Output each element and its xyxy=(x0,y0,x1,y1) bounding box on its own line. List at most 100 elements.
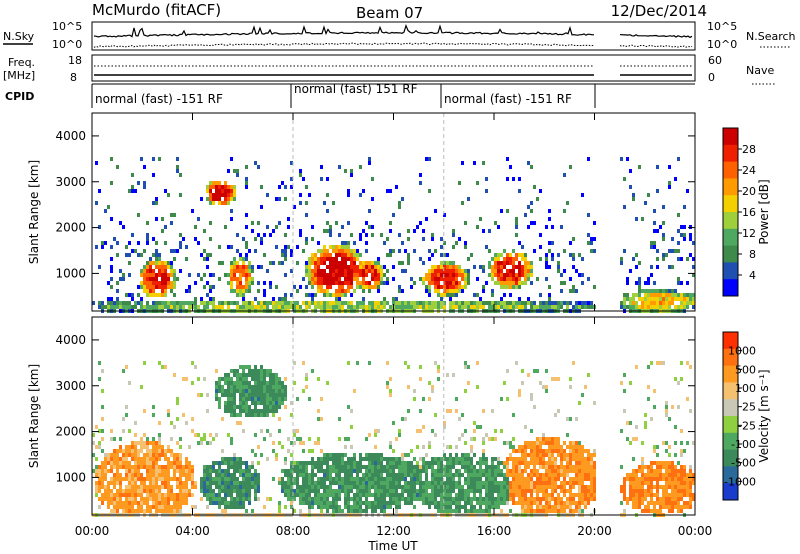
heatmap-cell xyxy=(359,261,362,265)
heatmap-cell xyxy=(215,193,218,197)
heatmap-cell xyxy=(158,305,161,309)
heatmap-cell xyxy=(203,437,206,441)
heatmap-cell xyxy=(539,509,542,513)
heatmap-cell xyxy=(452,293,455,297)
heatmap-cell xyxy=(395,481,398,485)
heatmap-cell xyxy=(584,305,587,309)
heatmap-cell xyxy=(233,373,236,377)
heatmap-cell xyxy=(332,257,335,261)
heatmap-cell xyxy=(449,453,452,457)
heatmap-cell xyxy=(281,181,284,185)
heatmap-cell xyxy=(539,301,542,305)
heatmap-cell xyxy=(158,257,161,261)
heatmap-cell xyxy=(281,445,284,449)
heatmap-cell xyxy=(209,477,212,481)
heatmap-cell xyxy=(224,485,227,489)
heatmap-cell xyxy=(644,465,647,469)
heatmap-cell xyxy=(683,505,686,509)
heatmap-cell xyxy=(518,393,521,397)
heatmap-cell xyxy=(209,221,212,225)
heatmap-cell xyxy=(530,397,533,401)
heatmap-cell xyxy=(335,501,338,505)
heatmap-cell xyxy=(668,297,671,301)
heatmap-cell xyxy=(131,453,134,457)
y-tick-label: 4000 xyxy=(55,129,86,143)
heatmap-cell xyxy=(656,465,659,469)
heatmap-cell xyxy=(266,413,269,417)
heatmap-cell xyxy=(314,265,317,269)
heatmap-cell xyxy=(242,497,245,501)
heatmap-cell xyxy=(203,481,206,485)
heatmap-cell xyxy=(353,481,356,485)
heatmap-cell xyxy=(407,461,410,465)
heatmap-cell xyxy=(164,477,167,481)
heatmap-cell xyxy=(215,393,218,397)
heatmap-cell xyxy=(653,493,656,497)
heatmap-cell xyxy=(224,489,227,493)
heatmap-cell xyxy=(113,509,116,513)
heatmap-cell xyxy=(245,381,248,385)
heatmap-cell xyxy=(677,493,680,497)
heatmap-cell xyxy=(563,477,566,481)
heatmap-cell xyxy=(494,477,497,481)
heatmap-cell xyxy=(632,193,635,197)
heatmap-cell xyxy=(236,377,239,381)
heatmap-cell xyxy=(542,485,545,489)
heatmap-cell xyxy=(341,485,344,489)
heatmap-cell xyxy=(518,461,521,465)
heatmap-cell xyxy=(260,453,263,457)
heatmap-cell xyxy=(473,505,476,509)
heatmap-cell xyxy=(197,217,200,221)
heatmap-cell xyxy=(569,449,572,453)
heatmap-cell xyxy=(578,481,581,485)
heatmap-cell xyxy=(104,305,107,309)
heatmap-cell xyxy=(680,485,683,489)
heatmap-cell xyxy=(518,297,521,301)
heatmap-cell xyxy=(134,421,137,425)
heatmap-cell xyxy=(410,449,413,453)
heatmap-cell xyxy=(173,285,176,289)
heatmap-cell xyxy=(359,165,362,169)
heatmap-cell xyxy=(206,301,209,305)
heatmap-cell xyxy=(689,505,692,509)
heatmap-cell xyxy=(452,281,455,285)
heatmap-cell xyxy=(173,505,176,509)
heatmap-cell xyxy=(680,233,683,237)
heatmap-cell xyxy=(392,481,395,485)
heatmap-cell xyxy=(389,189,392,193)
heatmap-cell xyxy=(368,453,371,457)
heatmap-cell xyxy=(170,493,173,497)
nsky-label: N.Sky xyxy=(3,30,35,43)
heatmap-cell xyxy=(428,505,431,509)
heatmap-cell xyxy=(509,269,512,273)
heatmap-cell xyxy=(497,273,500,277)
heatmap-cell xyxy=(101,437,104,441)
heatmap-cell xyxy=(476,425,479,429)
heatmap-cell xyxy=(311,277,314,281)
heatmap-cell xyxy=(671,473,674,477)
heatmap-cell xyxy=(371,301,374,305)
heatmap-cell xyxy=(470,457,473,461)
heatmap-cell xyxy=(440,261,443,265)
heatmap-cell xyxy=(545,265,548,269)
heatmap-cell xyxy=(683,297,686,301)
heatmap-cell xyxy=(344,505,347,509)
heatmap-cell xyxy=(467,257,470,261)
heatmap-cell xyxy=(245,225,248,229)
colorbar-swatch xyxy=(723,262,738,280)
heatmap-cell xyxy=(146,453,149,457)
heatmap-cell xyxy=(464,285,467,289)
heatmap-cell xyxy=(650,489,653,493)
heatmap-cell xyxy=(389,461,392,465)
heatmap-cell xyxy=(122,509,125,513)
heatmap-cell xyxy=(134,445,137,449)
heatmap-cell xyxy=(320,165,323,169)
heatmap-cell xyxy=(581,489,584,493)
heatmap-cell xyxy=(251,509,254,513)
heatmap-cell xyxy=(350,265,353,269)
heatmap-cell xyxy=(383,265,386,269)
heatmap-cell xyxy=(317,409,320,413)
heatmap-cell xyxy=(374,501,377,505)
heatmap-cell xyxy=(383,481,386,485)
heatmap-cell xyxy=(548,441,551,445)
